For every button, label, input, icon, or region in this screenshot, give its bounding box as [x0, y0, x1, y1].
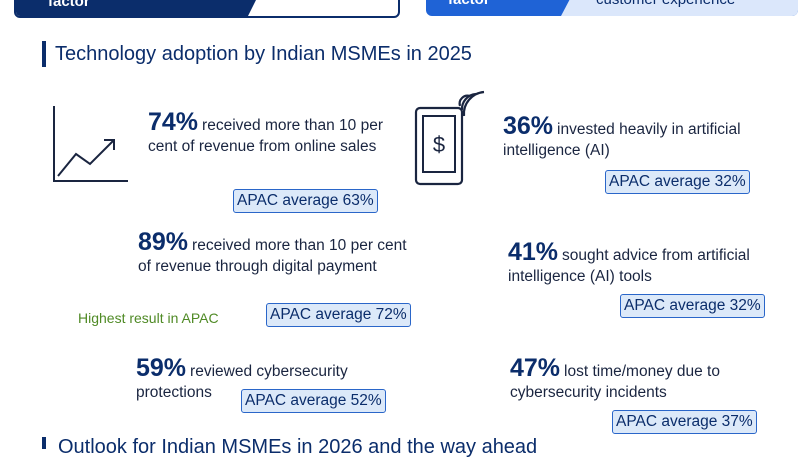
stat-ai-advice: 41% sought advice from artificial intelli…: [508, 240, 768, 287]
apac-average-badge: APAC average 72%: [266, 303, 411, 327]
stat-text: received more than 10 per cent of revenu…: [148, 117, 383, 155]
stat-digital-payment: 89% received more than 10 per cent of rev…: [138, 230, 423, 277]
next-section-title: Outlook for Indian MSMEs in 2026 and the…: [58, 436, 538, 458]
top-card-right: factor customer experience: [426, 0, 798, 16]
stat-text: sought advice from artificial intelligen…: [508, 247, 750, 285]
stat-value: 74%: [148, 108, 199, 136]
top-card-left-fill: [16, 0, 266, 16]
highest-result-note: Highest result in APAC: [78, 310, 219, 326]
stat-cybersecurity-review: 59% reviewed cybersecurity protections: [136, 356, 386, 403]
stat-text: received more than 10 per cent of revenu…: [138, 237, 407, 275]
stat-ai-investment: 36% invested heavily in artificial intell…: [503, 114, 748, 161]
top-card-right-label: factor: [448, 0, 490, 8]
apac-average-badge: APAC average 63%: [233, 189, 378, 213]
stat-value: 89%: [138, 228, 189, 256]
apac-average-badge: APAC average 37%: [612, 410, 757, 434]
top-card-left: factor: [14, 0, 400, 18]
stat-value: 47%: [510, 354, 561, 382]
stat-value: 41%: [508, 238, 559, 266]
top-card-right-text: customer experience: [596, 0, 735, 8]
svg-text:$: $: [433, 132, 445, 157]
top-card-left-label: factor: [48, 0, 90, 10]
section-title: Technology adoption by Indian MSMEs in 2…: [55, 43, 472, 65]
apac-average-badge: APAC average 32%: [605, 170, 750, 194]
top-card-right-fill: [561, 0, 798, 16]
apac-average-badge: APAC average 32%: [620, 294, 765, 318]
stat-cybersecurity-incidents: 47% lost time/money due to cybersecurity …: [510, 356, 770, 403]
stat-online-sales: 74% received more than 10 per cent of rev…: [148, 110, 388, 157]
apac-average-badge: APAC average 52%: [241, 389, 386, 413]
stat-text: reviewed cybersecurity protections: [136, 363, 348, 401]
next-section-title-bar: [42, 437, 46, 449]
stat-text: lost time/money due to cybersecurity inc…: [510, 363, 720, 401]
stat-value: 36%: [503, 112, 554, 140]
stat-text: invested heavily in artificial intellige…: [503, 121, 741, 159]
stat-value: 59%: [136, 354, 187, 382]
growth-chart-icon: [53, 106, 128, 182]
section-title-bar: [42, 41, 46, 67]
mobile-payment-icon: $: [414, 90, 485, 186]
